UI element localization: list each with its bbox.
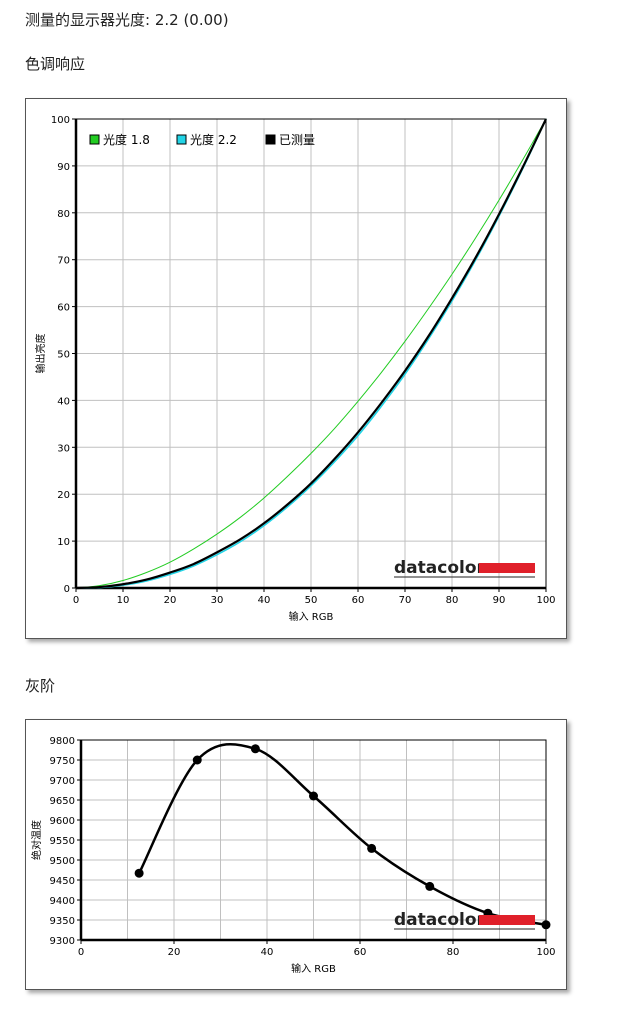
legend-label: 光度 1.8 (103, 132, 150, 147)
temperature-point (309, 791, 318, 801)
x-tick-label: 60 (354, 947, 367, 958)
x-tick-label: 80 (446, 595, 459, 606)
y-tick-label: 9350 (50, 916, 75, 927)
x-tick-label: 20 (164, 595, 177, 606)
y-tick-label: 9750 (50, 756, 75, 767)
y-tick-label: 60 (57, 303, 70, 314)
temperature-point (425, 881, 435, 891)
legend-swatch (265, 134, 276, 145)
x-tick-label: 100 (536, 947, 555, 958)
temperature-point (367, 843, 377, 853)
y-tick-label: 80 (57, 209, 70, 220)
grayscale-chart: 0 20 40 60 80 100 9300 9350 9400 9450 9500 9550 9600… (30, 736, 556, 975)
tone-response-title: 色调响应 (25, 55, 86, 73)
grayscale-title: 灰阶 (25, 677, 56, 695)
x-tick-label: 20 (168, 947, 181, 958)
temperature-point (134, 868, 144, 878)
series-line (75, 118, 547, 589)
series-line (75, 118, 547, 589)
legend-swatch (89, 134, 100, 145)
brand-logo-text: datacolor (394, 558, 486, 578)
brand-logo-bar (479, 915, 535, 925)
y-tick-label: 20 (57, 490, 70, 501)
y-tick-label: 90 (57, 162, 70, 173)
y-tick-label: 9500 (50, 856, 75, 867)
x-tick-label: 30 (211, 595, 224, 606)
y-tick-label: 10 (57, 537, 70, 548)
y-tick-label: 70 (57, 256, 70, 267)
y-tick-label: 9800 (50, 736, 75, 747)
x-axis-label: 输入 RGB (291, 962, 336, 975)
x-tick-label: 50 (305, 595, 318, 606)
brand-logo-text: datacolor (394, 910, 486, 930)
y-axis-label: 输出亮度 (34, 334, 47, 374)
legend-swatch (176, 134, 187, 145)
temperature-point (250, 744, 260, 754)
x-tick-label: 90 (493, 595, 506, 606)
x-tick-label: 10 (117, 595, 130, 606)
legend-label: 光度 2.2 (190, 132, 237, 147)
y-tick-label: 9450 (50, 876, 75, 887)
tone-response-chart: 0 10 20 30 40 50 60 70 80 90 100 0 10 20 30 40 50 60 70 80 9… (34, 115, 556, 623)
y-tick-label: 30 (57, 443, 70, 454)
x-tick-label: 40 (261, 947, 274, 958)
x-tick-label: 60 (352, 595, 365, 606)
temperature-point (541, 920, 551, 930)
y-tick-label: 100 (51, 115, 70, 126)
x-tick-label: 70 (399, 595, 412, 606)
grayscale-chart-panel: 0 20 40 60 80 100 9300 9350 9400 9450 9500 9550 9600… (25, 719, 567, 990)
y-tick-label: 9550 (50, 836, 75, 847)
x-tick-label: 100 (536, 595, 555, 606)
y-tick-label: 40 (57, 396, 70, 407)
y-tick-label: 9400 (50, 896, 75, 907)
tone-response-chart-panel: 0 10 20 30 40 50 60 70 80 90 100 0 10 20 30 40 50 60 70 80 9… (25, 98, 567, 639)
temperature-point (192, 755, 202, 765)
x-tick-label: 40 (258, 595, 271, 606)
y-tick-label: 9600 (50, 816, 75, 827)
x-tick-label: 80 (447, 947, 460, 958)
display-gamma-readout: 测量的显示器光度: 2.2 (0.00) (25, 11, 229, 29)
x-axis-label: 输入 RGB (289, 610, 334, 623)
legend-label: 已测量 (279, 133, 315, 147)
y-axis-label: 绝对温度 (30, 820, 43, 860)
series-line (75, 118, 547, 590)
y-tick-label: 9700 (50, 776, 75, 787)
x-tick-label: 0 (73, 595, 79, 606)
y-tick-label: 50 (57, 350, 70, 361)
brand-logo-bar (479, 563, 535, 573)
y-tick-label: 0 (64, 584, 70, 595)
y-tick-label: 9650 (50, 796, 75, 807)
y-tick-label: 9300 (50, 936, 75, 947)
x-tick-label: 0 (78, 947, 84, 958)
